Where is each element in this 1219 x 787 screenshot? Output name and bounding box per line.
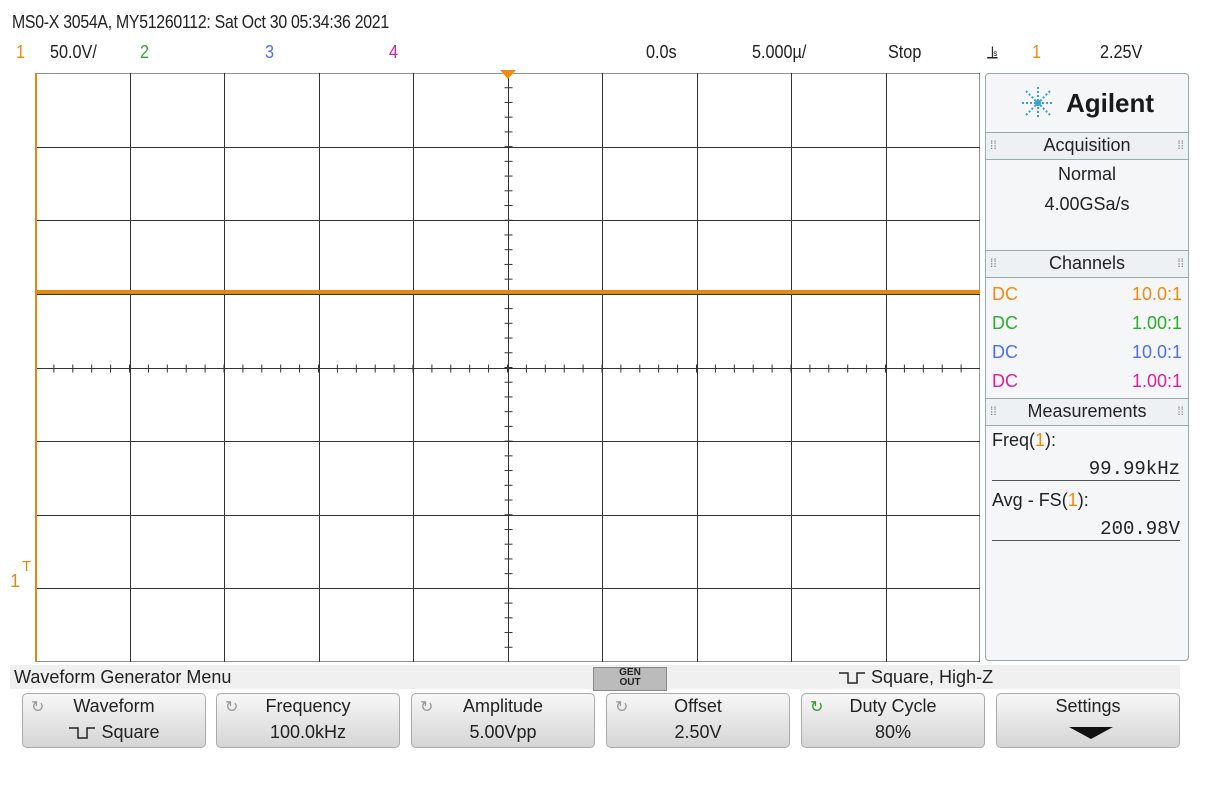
run-state[interactable]: Stop <box>888 42 922 62</box>
arrow-down-icon <box>1069 727 1113 739</box>
entry-knob-icon: ↻ <box>225 699 239 716</box>
acquisition-mode: Normal <box>1057 164 1116 184</box>
channel-row: DC 10.0:1 <box>992 338 1182 366</box>
ch1-ground-marker[interactable]: T 1 <box>10 558 32 591</box>
measurement-value: 200.98V <box>992 518 1180 541</box>
trigger-level-label: T <box>22 558 32 575</box>
time-offset[interactable]: 0.0s <box>646 42 677 62</box>
offset-softkey[interactable]: ↻ Offset 2.50V <box>606 693 790 748</box>
ground-channel-label: 1 <box>10 571 21 591</box>
trigger-source[interactable]: 1 <box>1032 42 1042 62</box>
channel-probe-ratio: 1.00:1 <box>1131 371 1182 391</box>
measurement-name: Freq(1): <box>992 430 1057 450</box>
agilent-logo: Agilent <box>986 74 1188 133</box>
menu-title: Waveform Generator Menu <box>14 667 232 687</box>
duty-cycle-softkey[interactable]: ↻ Duty Cycle 80% <box>801 693 985 748</box>
side-panel: Agilent ⁞⁞ Acquisition ⁞⁞ Normal 4.00GSa… <box>985 73 1189 661</box>
sample-rate: 4.00GSa/s <box>1044 194 1130 214</box>
gen-out-indicator: GEN OUT <box>593 667 667 691</box>
drag-handle-icon: ⁞⁞ <box>1177 256 1184 270</box>
ch1-trace <box>35 290 980 294</box>
frequency-softkey[interactable]: ↻ Frequency 100.0kHz <box>216 693 400 748</box>
measurements-heading[interactable]: ⁞⁞ Measurements ⁞⁞ <box>986 398 1188 426</box>
square-wave-icon <box>839 672 865 684</box>
channel-probe-ratio: 10.0:1 <box>1131 342 1182 362</box>
entry-knob-icon: ↻ <box>31 699 45 716</box>
generator-mode: Square, High-Z <box>838 665 993 689</box>
spark-icon <box>1021 87 1054 119</box>
drag-handle-icon: ⁞⁞ <box>990 256 997 270</box>
channel-probe-ratio: 1.00:1 <box>1131 313 1182 333</box>
channel-row: DC 1.00:1 <box>992 367 1182 395</box>
drag-handle-icon: ⁞⁞ <box>990 138 997 152</box>
trigger-position-marker[interactable] <box>500 70 516 79</box>
ch2-number[interactable]: 2 <box>140 42 150 62</box>
window-title: MS0-X 3054A, MY51260112: Sat Oct 30 05:3… <box>12 12 389 32</box>
amplitude-softkey[interactable]: ↻ Amplitude 5.00Vpp <box>411 693 595 748</box>
time-scale[interactable]: 5.000µ/ <box>752 42 807 62</box>
brand-name: Agilent <box>1065 87 1155 118</box>
drag-handle-icon: ⁞⁞ <box>1177 138 1184 152</box>
ch4-number[interactable]: 4 <box>389 42 399 62</box>
ch1-scale[interactable]: 50.0V/ <box>50 42 97 62</box>
status-bar: 1 50.0V/ 2 3 4 0.0s 5.000µ/ Stop ⫡ 1 2.2… <box>0 42 1219 68</box>
channel-probe-ratio: 10.0:1 <box>1131 284 1182 304</box>
measurement-name: Avg - FS(1): <box>992 490 1089 510</box>
waveform-graticule[interactable] <box>35 73 980 662</box>
entry-knob-icon: ↻ <box>615 699 629 716</box>
channel-coupling: DC <box>992 313 1018 333</box>
channels-heading[interactable]: ⁞⁞ Channels ⁞⁞ <box>986 250 1188 278</box>
ch3-number[interactable]: 3 <box>265 42 275 62</box>
drag-handle-icon: ⁞⁞ <box>990 404 997 418</box>
settings-softkey[interactable]: Settings <box>996 693 1180 748</box>
acquisition-heading[interactable]: ⁞⁞ Acquisition ⁞⁞ <box>986 132 1188 160</box>
ch1-number[interactable]: 1 <box>16 42 26 62</box>
drag-handle-icon: ⁞⁞ <box>1177 404 1184 418</box>
channel-row: DC 1.00:1 <box>992 309 1182 337</box>
channel-row: DC 10.0:1 <box>992 280 1182 308</box>
channel-coupling: DC <box>992 284 1018 304</box>
trigger-level[interactable]: 2.25V <box>1100 42 1143 62</box>
trigger-edge-icon: ⫡ <box>987 42 998 62</box>
entry-knob-icon: ↻ <box>810 699 824 716</box>
square-wave-icon <box>69 727 96 739</box>
entry-knob-icon: ↻ <box>420 699 434 716</box>
measurement-value: 99.99kHz <box>992 458 1180 481</box>
menu-bar: Waveform Generator Menu GEN OUT Square, H… <box>10 665 1180 691</box>
channel-coupling: DC <box>992 342 1018 362</box>
waveform-softkey[interactable]: ↻ Waveform Square <box>22 693 206 748</box>
channel-coupling: DC <box>992 371 1018 391</box>
